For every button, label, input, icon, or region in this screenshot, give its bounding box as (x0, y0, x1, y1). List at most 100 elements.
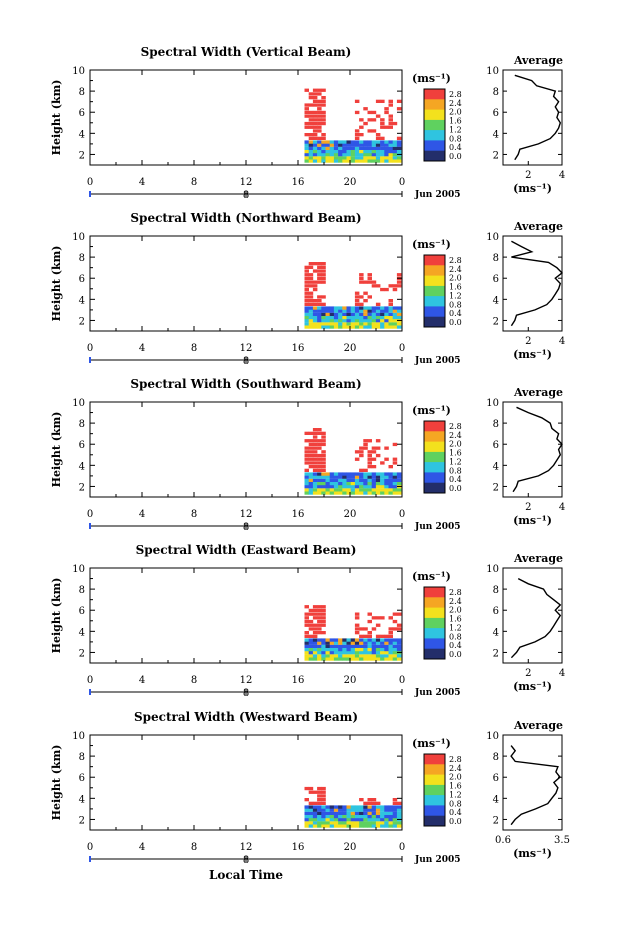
heatmap-cell (388, 491, 393, 495)
heatmap-cell (380, 475, 385, 479)
heatmap-cell (350, 319, 356, 323)
heatmap-cell (333, 140, 339, 144)
heatmap-cell (350, 811, 356, 815)
heatmap-cell (359, 798, 364, 802)
heatmap-cell (342, 159, 347, 163)
heatmap-cell (317, 315, 322, 320)
heatmap-cell (367, 491, 372, 495)
heatmap-cell (308, 92, 314, 96)
heatmap-cell (375, 814, 381, 819)
heatmap-cell (321, 295, 326, 299)
heatmap-cell (354, 654, 360, 658)
heatmap-cell (367, 638, 372, 642)
heatmap-cell (317, 103, 322, 107)
heatmap-cell (321, 315, 326, 320)
heatmap-cell (350, 657, 356, 661)
heatmap-cell (338, 638, 343, 642)
heatmap-cell (317, 798, 322, 802)
heatmap-cell (304, 491, 309, 495)
heatmap-cell (312, 129, 318, 133)
heatmap-cell (308, 491, 314, 495)
heatmap-cell (304, 149, 309, 154)
heatmap-cell (304, 110, 309, 115)
heatmap-cell (354, 450, 360, 454)
heatmap-cell (304, 623, 309, 627)
heatmap-cell (312, 149, 318, 154)
heatmap-cell (363, 654, 368, 658)
panel-2: Spectral Width (Southward Beam) 2 4 6 8 10 Hei… (50, 377, 565, 533)
heatmap-cell (380, 156, 385, 160)
colorbar-segment (424, 462, 445, 473)
heatmap-cell (317, 627, 322, 631)
heatmap-cell (304, 322, 309, 326)
heatmap-cell (312, 638, 318, 642)
heatmap-cell (304, 273, 309, 277)
heatmap-cell (371, 465, 377, 469)
heatmap-cell (308, 136, 314, 140)
heatmap-cell (367, 657, 372, 661)
heatmap-cell (367, 306, 372, 310)
colorbar-segment (424, 140, 445, 152)
heatmap-cell (308, 299, 314, 303)
colorbar-tick-label: 2.8 (449, 256, 462, 265)
heatmap-cell (350, 153, 356, 157)
heatmap-cell (312, 461, 318, 465)
heatmap-cell (333, 808, 339, 812)
heatmap-cell (317, 114, 322, 118)
heatmap-cell (363, 488, 368, 492)
heatmap-cell (354, 319, 360, 323)
heatmap-cell (342, 146, 347, 150)
heatmap-cell (350, 325, 356, 329)
heatmap-cell (354, 811, 360, 815)
average-x-label: (ms⁻¹) (513, 348, 552, 361)
heatmap-cell (312, 133, 318, 137)
colorbar-tick-label: 1.6 (449, 449, 462, 458)
heatmap-cell (367, 273, 372, 277)
heatmap-cell (321, 114, 326, 118)
heatmap-cell (317, 605, 322, 609)
heatmap-cell (392, 284, 398, 288)
heatmap-cell (333, 811, 339, 815)
heatmap-cell (321, 481, 326, 486)
heatmap-cell (342, 481, 347, 486)
heatmap-cell (312, 627, 318, 631)
heatmap-cell (375, 808, 381, 812)
heatmap-cell (388, 325, 393, 329)
colorbar-tick-label: 0.8 (449, 466, 462, 475)
heatmap-cell (317, 299, 322, 303)
heatmap-cell (359, 143, 364, 147)
heatmap-cell (380, 808, 385, 812)
heatmap-cell (312, 475, 318, 479)
heatmap-cell (317, 657, 322, 661)
heatmap-cell (342, 315, 347, 320)
heatmap-cell (380, 654, 385, 658)
average-profile-line (510, 577, 562, 659)
heatmap-cell (308, 276, 314, 281)
heatmap-cell (308, 103, 314, 107)
heatmap-cell (396, 159, 402, 163)
heatmap-cell (321, 312, 326, 316)
heatmap-cell (312, 319, 318, 323)
heatmap-cell (396, 824, 402, 828)
average-y-tick-label: 8 (493, 419, 499, 430)
heatmap-cell (304, 431, 309, 435)
heatmap-cell (317, 312, 322, 316)
heatmap-cell (371, 651, 377, 655)
heatmap-cell (333, 654, 339, 658)
panel-title: Spectral Width (Southward Beam) (130, 377, 361, 391)
colorbar-tick-label: 2.4 (449, 597, 462, 606)
heatmap-cell (367, 801, 372, 805)
heatmap-cell (367, 319, 372, 323)
heatmap-cell (321, 472, 326, 476)
x-axis-label: Local Time (209, 868, 283, 882)
heatmap-cell (346, 491, 351, 495)
heatmap-cell (388, 811, 393, 815)
heatmap-cell (333, 146, 339, 150)
heatmap-cell (396, 107, 402, 111)
heatmap-cell (367, 472, 372, 476)
heatmap-cell (367, 634, 372, 638)
y-tick-label: 6 (79, 606, 85, 617)
heatmap-cell (375, 821, 381, 825)
heatmap-cell (304, 651, 309, 655)
heatmap-cell (308, 623, 314, 627)
